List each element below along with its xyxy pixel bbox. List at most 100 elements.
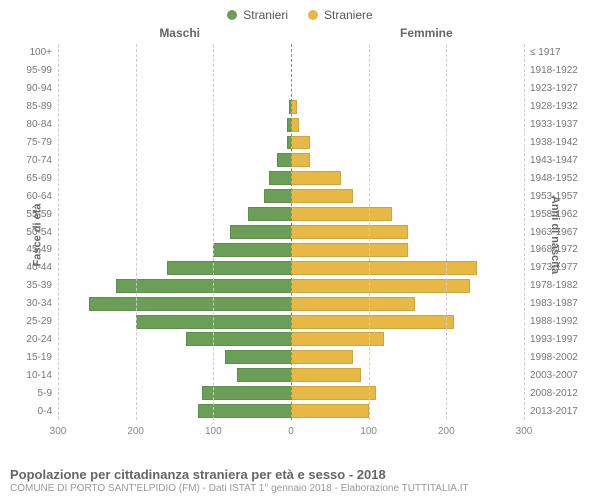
- birth-year-label: 1928-1932: [530, 101, 578, 112]
- birth-year-label: 1973-1977: [530, 262, 578, 273]
- bar-female: [291, 171, 341, 185]
- population-pyramid-chart: Maschi Femmine Fasce di età Anni di nasc…: [0, 26, 600, 444]
- birth-year-label: 1993-1997: [530, 334, 578, 345]
- age-label: 20-24: [26, 334, 52, 345]
- bar-female: [291, 297, 415, 311]
- bar-female: [291, 153, 310, 167]
- birth-year-label: 1923-1927: [530, 83, 578, 94]
- bar-male: [167, 261, 291, 275]
- birth-year-label: 1978-1982: [530, 280, 578, 291]
- bar-female: [291, 243, 408, 257]
- grid-line: [136, 44, 137, 420]
- grid-line: [58, 44, 59, 420]
- chart-footer: Popolazione per cittadinanza straniera p…: [10, 467, 590, 494]
- age-label: 65-69: [26, 173, 52, 184]
- bar-female: [291, 350, 353, 364]
- age-label: 55-59: [26, 209, 52, 220]
- grid-line: [369, 44, 370, 420]
- age-label: 70-74: [26, 155, 52, 166]
- birth-year-label: 1998-2002: [530, 352, 578, 363]
- age-label: 40-44: [26, 262, 52, 273]
- bar-female: [291, 404, 369, 418]
- bar-male: [264, 189, 291, 203]
- grid-line: [213, 44, 214, 420]
- column-title-female: Femmine: [400, 26, 453, 40]
- legend: Stranieri Straniere: [0, 0, 600, 26]
- bar-male: [269, 171, 291, 185]
- grid-line: [446, 44, 447, 420]
- legend-item-male: Stranieri: [227, 8, 288, 22]
- bar-female: [291, 386, 376, 400]
- bar-female: [291, 207, 392, 221]
- bar-male: [213, 243, 291, 257]
- birth-year-label: 1968-1972: [530, 244, 578, 255]
- x-tick-label: 200: [127, 426, 144, 437]
- age-label: 30-34: [26, 298, 52, 309]
- birth-year-label: 2003-2007: [530, 370, 578, 381]
- age-label: 60-64: [26, 191, 52, 202]
- age-label: 15-19: [26, 352, 52, 363]
- birth-year-label: 1953-1957: [530, 191, 578, 202]
- bar-male: [248, 207, 291, 221]
- chart-subtitle: COMUNE DI PORTO SANT'ELPIDIO (FM) - Dati…: [10, 483, 590, 494]
- age-label: 0-4: [38, 406, 52, 417]
- birth-year-label: 2008-2012: [530, 388, 578, 399]
- age-label: 90-94: [26, 83, 52, 94]
- birth-year-label: 2013-2017: [530, 406, 578, 417]
- age-label: 50-54: [26, 227, 52, 238]
- age-label: 75-79: [26, 137, 52, 148]
- bar-male: [237, 368, 291, 382]
- birth-year-label: 1958-1962: [530, 209, 578, 220]
- age-label: 80-84: [26, 119, 52, 130]
- legend-swatch-male: [227, 10, 237, 20]
- legend-swatch-female: [308, 10, 318, 20]
- birth-year-label: 1938-1942: [530, 137, 578, 148]
- bar-male: [225, 350, 291, 364]
- x-tick-label: 0: [288, 426, 294, 437]
- birth-year-label: 1948-1952: [530, 173, 578, 184]
- birth-year-label: 1918-1922: [530, 65, 578, 76]
- bar-male: [116, 279, 291, 293]
- birth-year-label: 1933-1937: [530, 119, 578, 130]
- bar-male: [230, 225, 291, 239]
- bar-female: [291, 225, 408, 239]
- age-label: 95-99: [26, 65, 52, 76]
- x-tick-label: 200: [438, 426, 455, 437]
- bar-male: [202, 386, 291, 400]
- bar-female: [291, 332, 384, 346]
- birth-year-label: 1963-1967: [530, 227, 578, 238]
- age-label: 35-39: [26, 280, 52, 291]
- bar-female: [291, 189, 353, 203]
- bar-female: [291, 368, 361, 382]
- age-label: 25-29: [26, 316, 52, 327]
- legend-item-female: Straniere: [308, 8, 373, 22]
- age-label: 100+: [29, 47, 52, 58]
- x-axis: 0100100200200300300: [58, 424, 524, 444]
- x-tick-label: 100: [205, 426, 222, 437]
- grid-line: [291, 44, 292, 420]
- age-label: 45-49: [26, 244, 52, 255]
- legend-label-female: Straniere: [324, 8, 373, 22]
- x-tick-label: 100: [360, 426, 377, 437]
- birth-year-label: 1988-1992: [530, 316, 578, 327]
- bar-male: [186, 332, 291, 346]
- chart-title: Popolazione per cittadinanza straniera p…: [10, 467, 590, 482]
- bar-female: [291, 315, 454, 329]
- x-tick-label: 300: [516, 426, 533, 437]
- bar-male: [89, 297, 291, 311]
- birth-year-label: 1943-1947: [530, 155, 578, 166]
- bar-female: [291, 118, 299, 132]
- bar-female: [291, 136, 310, 150]
- bar-female: [291, 261, 477, 275]
- age-label: 85-89: [26, 101, 52, 112]
- x-tick-label: 300: [50, 426, 67, 437]
- legend-label-male: Stranieri: [243, 8, 288, 22]
- bar-male: [198, 404, 291, 418]
- plot-area: 100+≤ 191795-991918-192290-941923-192785…: [58, 44, 524, 420]
- column-title-male: Maschi: [159, 26, 200, 40]
- birth-year-label: ≤ 1917: [530, 47, 561, 58]
- grid-line: [524, 44, 525, 420]
- bar-female: [291, 279, 470, 293]
- bar-male: [277, 153, 291, 167]
- age-label: 5-9: [38, 388, 52, 399]
